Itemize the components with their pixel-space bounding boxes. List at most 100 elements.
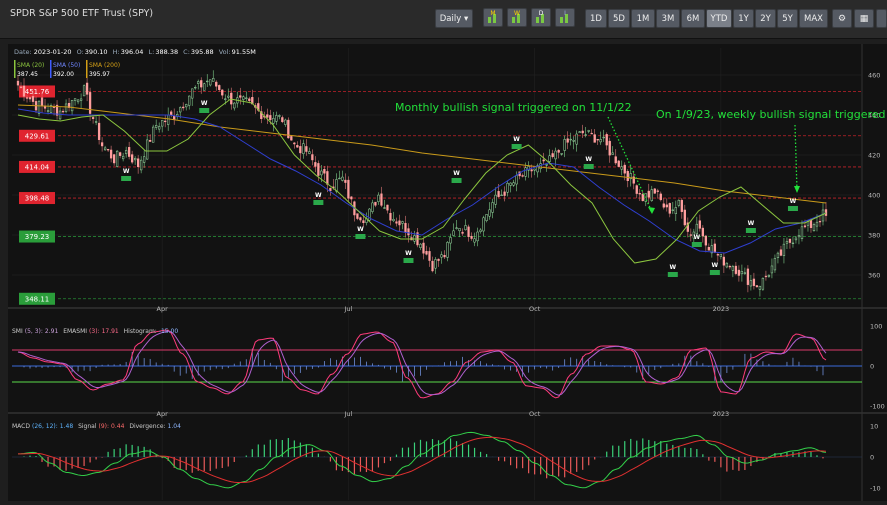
svg-text:M: M	[490, 10, 495, 17]
weekly-signal-marker: W	[712, 262, 719, 269]
candle-body	[79, 98, 83, 101]
candle-body	[443, 255, 446, 258]
candle-body	[221, 89, 224, 96]
interval-dropdown[interactable]: Daily ▾	[435, 9, 473, 28]
range-button-5d[interactable]: 5D	[608, 9, 630, 28]
level-label: 414.04	[25, 163, 50, 171]
candle-body	[185, 104, 188, 108]
candle-body	[82, 85, 86, 97]
price-x-tick-label: Oct	[529, 305, 541, 313]
candle-body	[476, 231, 479, 242]
intraday-signal-icon[interactable]: I	[555, 8, 575, 27]
calculator-icon[interactable]: ▦	[854, 9, 874, 28]
price-y-tick-label: 440	[868, 112, 880, 120]
smi-legend: SMI (5, 3): 2.91 EMASMI (3): 17.91 Histogram…	[12, 328, 178, 335]
candle-body	[266, 114, 269, 118]
candle-body	[566, 138, 569, 143]
candle-body	[115, 150, 119, 167]
candle-body	[359, 217, 362, 221]
candle-body	[344, 179, 347, 183]
candle-body	[689, 234, 692, 236]
candle-body	[218, 85, 221, 90]
candle-body	[602, 136, 605, 139]
range-button-6m[interactable]: 6M	[681, 9, 705, 28]
candle-body	[473, 238, 476, 243]
candle-body	[407, 228, 410, 236]
candle-body	[170, 111, 173, 116]
weekly-signal-marker: W	[315, 192, 322, 199]
monthly-signal-icon[interactable]: M	[483, 8, 503, 27]
candle-body	[686, 222, 689, 232]
candle-body	[212, 78, 215, 82]
candle-body	[146, 139, 149, 160]
daily-signal-icon[interactable]: D	[531, 8, 551, 27]
range-button-5y[interactable]: 5Y	[777, 9, 798, 28]
level-label: 429.61	[25, 132, 50, 140]
weekly-signal-marker: W	[694, 234, 701, 241]
range-button-1d[interactable]: 1D	[585, 9, 607, 28]
level-label-box	[19, 129, 55, 142]
range-button-max[interactable]: MAX	[799, 9, 828, 28]
candle-body	[422, 242, 425, 254]
settings-gear-icon[interactable]: ⚙	[832, 9, 852, 28]
price-info-line: Date: 2023-01-20 O:390.10 H:396.04 L:388.…	[14, 48, 256, 56]
candle-body	[506, 182, 509, 193]
candle-body	[446, 242, 449, 258]
candle-body	[425, 251, 428, 255]
range-button-1m[interactable]: 1M	[631, 9, 655, 28]
candle-body	[764, 275, 768, 278]
range-button-2y[interactable]: 2Y	[755, 9, 776, 28]
candle-body	[494, 194, 497, 205]
candle-body	[794, 237, 798, 241]
candle-body	[440, 254, 443, 258]
candle-body	[326, 171, 329, 185]
candle-body	[767, 274, 771, 277]
candle-body	[710, 245, 714, 254]
candle-body	[545, 164, 548, 166]
candle-body	[335, 179, 338, 192]
candle-body	[158, 126, 161, 130]
smi-y-tick-label: -100	[870, 403, 885, 411]
candle-body	[371, 202, 374, 212]
candle-body	[284, 119, 287, 125]
candle-body	[272, 118, 275, 124]
price-chart-svg: 360 380 400 420 440 460 Apr Apr Jul Jul Oct Oct 2023…	[8, 44, 887, 501]
chart-area: 360 380 400 420 440 460 Apr Apr Jul Jul Oct Oct 2023…	[8, 44, 887, 501]
candle-body	[596, 139, 599, 141]
candle-body	[503, 191, 506, 196]
candle-body	[773, 258, 777, 271]
candle-body	[803, 225, 807, 228]
weekly-signal-icon[interactable]: W	[507, 8, 527, 27]
candle-body	[536, 165, 539, 173]
range-button-ytd[interactable]: YTD	[706, 9, 732, 28]
candle-body	[449, 237, 452, 244]
sma200-value: 395.97	[89, 71, 110, 78]
candle-body	[755, 285, 759, 288]
candle-body	[401, 221, 404, 224]
candle-body	[683, 209, 686, 226]
candle-body	[512, 182, 515, 186]
weekly-signal-marker: W	[585, 156, 592, 163]
candle-body	[590, 132, 593, 135]
range-button-1y[interactable]: 1Y	[733, 9, 754, 28]
candle-body	[88, 92, 92, 114]
candle-body	[224, 98, 227, 100]
smi-y-tick-label: 100	[870, 323, 882, 331]
candle-body	[40, 97, 44, 106]
candle-body	[572, 140, 575, 142]
candle-body	[58, 110, 62, 120]
candle-body	[770, 265, 774, 274]
candle-body	[167, 114, 170, 125]
candle-body	[455, 227, 458, 229]
candle-body	[704, 235, 707, 246]
range-button-3m[interactable]: 3M	[656, 9, 680, 28]
candle-body	[260, 111, 263, 119]
more-icon[interactable]	[876, 9, 887, 28]
level-label-box	[19, 192, 55, 205]
candle-body	[46, 110, 50, 112]
smi-line	[17, 329, 827, 399]
candle-body	[461, 231, 464, 234]
candle-body	[698, 220, 701, 229]
weekly-signal-marker: W	[669, 264, 676, 271]
candle-body	[752, 278, 756, 286]
